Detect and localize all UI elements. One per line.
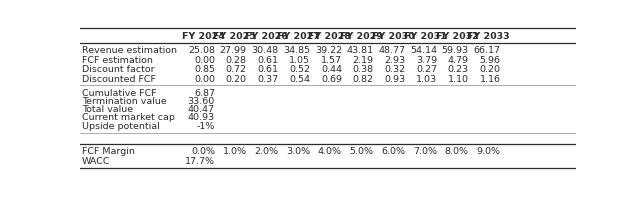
Text: 0.61: 0.61 xyxy=(257,65,278,74)
Text: Discount factor: Discount factor xyxy=(82,65,155,74)
Text: 0.20: 0.20 xyxy=(479,65,500,74)
Text: Upside potential: Upside potential xyxy=(82,122,160,131)
Text: 8.0%: 8.0% xyxy=(445,147,469,156)
Text: Termination value: Termination value xyxy=(82,97,167,106)
Text: FY 2031: FY 2031 xyxy=(404,32,447,41)
Text: 30.48: 30.48 xyxy=(252,46,278,55)
Text: FY 2028: FY 2028 xyxy=(308,32,351,41)
Text: 0.32: 0.32 xyxy=(384,65,405,74)
Text: 2.93: 2.93 xyxy=(384,56,405,64)
Text: 0.23: 0.23 xyxy=(448,65,469,74)
Text: 4.0%: 4.0% xyxy=(318,147,342,156)
Text: 6.0%: 6.0% xyxy=(381,147,405,156)
Text: 0.00: 0.00 xyxy=(194,56,215,64)
Text: FY 2026: FY 2026 xyxy=(245,32,288,41)
Text: 0.54: 0.54 xyxy=(289,75,310,84)
Text: 0.72: 0.72 xyxy=(226,65,246,74)
Text: -1%: -1% xyxy=(196,122,215,131)
Text: FCF estimation: FCF estimation xyxy=(82,56,153,64)
Text: 0.27: 0.27 xyxy=(416,65,437,74)
Text: 17.7%: 17.7% xyxy=(185,157,215,166)
Text: FY 2033: FY 2033 xyxy=(467,32,510,41)
Text: 1.03: 1.03 xyxy=(416,75,437,84)
Text: 0.52: 0.52 xyxy=(289,65,310,74)
Text: WACC: WACC xyxy=(82,157,111,166)
Text: 48.77: 48.77 xyxy=(378,46,405,55)
Text: 40.47: 40.47 xyxy=(188,105,215,114)
Text: 34.85: 34.85 xyxy=(283,46,310,55)
Text: 40.93: 40.93 xyxy=(188,113,215,122)
Text: 0.61: 0.61 xyxy=(257,56,278,64)
Text: 0.0%: 0.0% xyxy=(191,147,215,156)
Text: 0.85: 0.85 xyxy=(194,65,215,74)
Text: 0.37: 0.37 xyxy=(257,75,278,84)
Text: 3.0%: 3.0% xyxy=(286,147,310,156)
Text: FY 2027: FY 2027 xyxy=(277,32,319,41)
Text: FY 2029: FY 2029 xyxy=(340,32,383,41)
Text: 3.79: 3.79 xyxy=(416,56,437,64)
Text: 0.38: 0.38 xyxy=(353,65,374,74)
Text: 59.93: 59.93 xyxy=(442,46,469,55)
Text: FY 2032: FY 2032 xyxy=(436,32,478,41)
Text: 0.93: 0.93 xyxy=(384,75,405,84)
Text: 0.00: 0.00 xyxy=(194,75,215,84)
Text: FY 2024: FY 2024 xyxy=(182,32,225,41)
Text: 33.60: 33.60 xyxy=(188,97,215,106)
Text: 43.81: 43.81 xyxy=(346,46,374,55)
Text: Total value: Total value xyxy=(82,105,133,114)
Text: Current market cap: Current market cap xyxy=(82,113,175,122)
Text: 5.0%: 5.0% xyxy=(349,147,374,156)
Text: 25.08: 25.08 xyxy=(188,46,215,55)
Text: FCF Margin: FCF Margin xyxy=(82,147,135,156)
Text: 0.69: 0.69 xyxy=(321,75,342,84)
Text: 66.17: 66.17 xyxy=(474,46,500,55)
Text: 2.19: 2.19 xyxy=(353,56,374,64)
Text: 0.20: 0.20 xyxy=(226,75,246,84)
Text: 1.05: 1.05 xyxy=(289,56,310,64)
Text: 9.0%: 9.0% xyxy=(477,147,500,156)
Text: 5.96: 5.96 xyxy=(479,56,500,64)
Text: 1.16: 1.16 xyxy=(479,75,500,84)
Text: Cumulative FCF: Cumulative FCF xyxy=(82,89,157,98)
Text: 0.44: 0.44 xyxy=(321,65,342,74)
Text: 7.0%: 7.0% xyxy=(413,147,437,156)
Text: Discounted FCF: Discounted FCF xyxy=(82,75,156,84)
Text: Revenue estimation: Revenue estimation xyxy=(82,46,177,55)
Text: 6.87: 6.87 xyxy=(194,89,215,98)
Text: 1.0%: 1.0% xyxy=(223,147,246,156)
Text: 4.79: 4.79 xyxy=(448,56,469,64)
Text: FY 2025: FY 2025 xyxy=(213,32,256,41)
Text: 0.28: 0.28 xyxy=(226,56,246,64)
Text: 2.0%: 2.0% xyxy=(254,147,278,156)
Text: 27.99: 27.99 xyxy=(220,46,246,55)
Text: 1.10: 1.10 xyxy=(448,75,469,84)
Text: 54.14: 54.14 xyxy=(410,46,437,55)
Text: 1.57: 1.57 xyxy=(321,56,342,64)
Text: 39.22: 39.22 xyxy=(315,46,342,55)
Text: 0.82: 0.82 xyxy=(353,75,374,84)
Text: FY 2030: FY 2030 xyxy=(372,32,415,41)
